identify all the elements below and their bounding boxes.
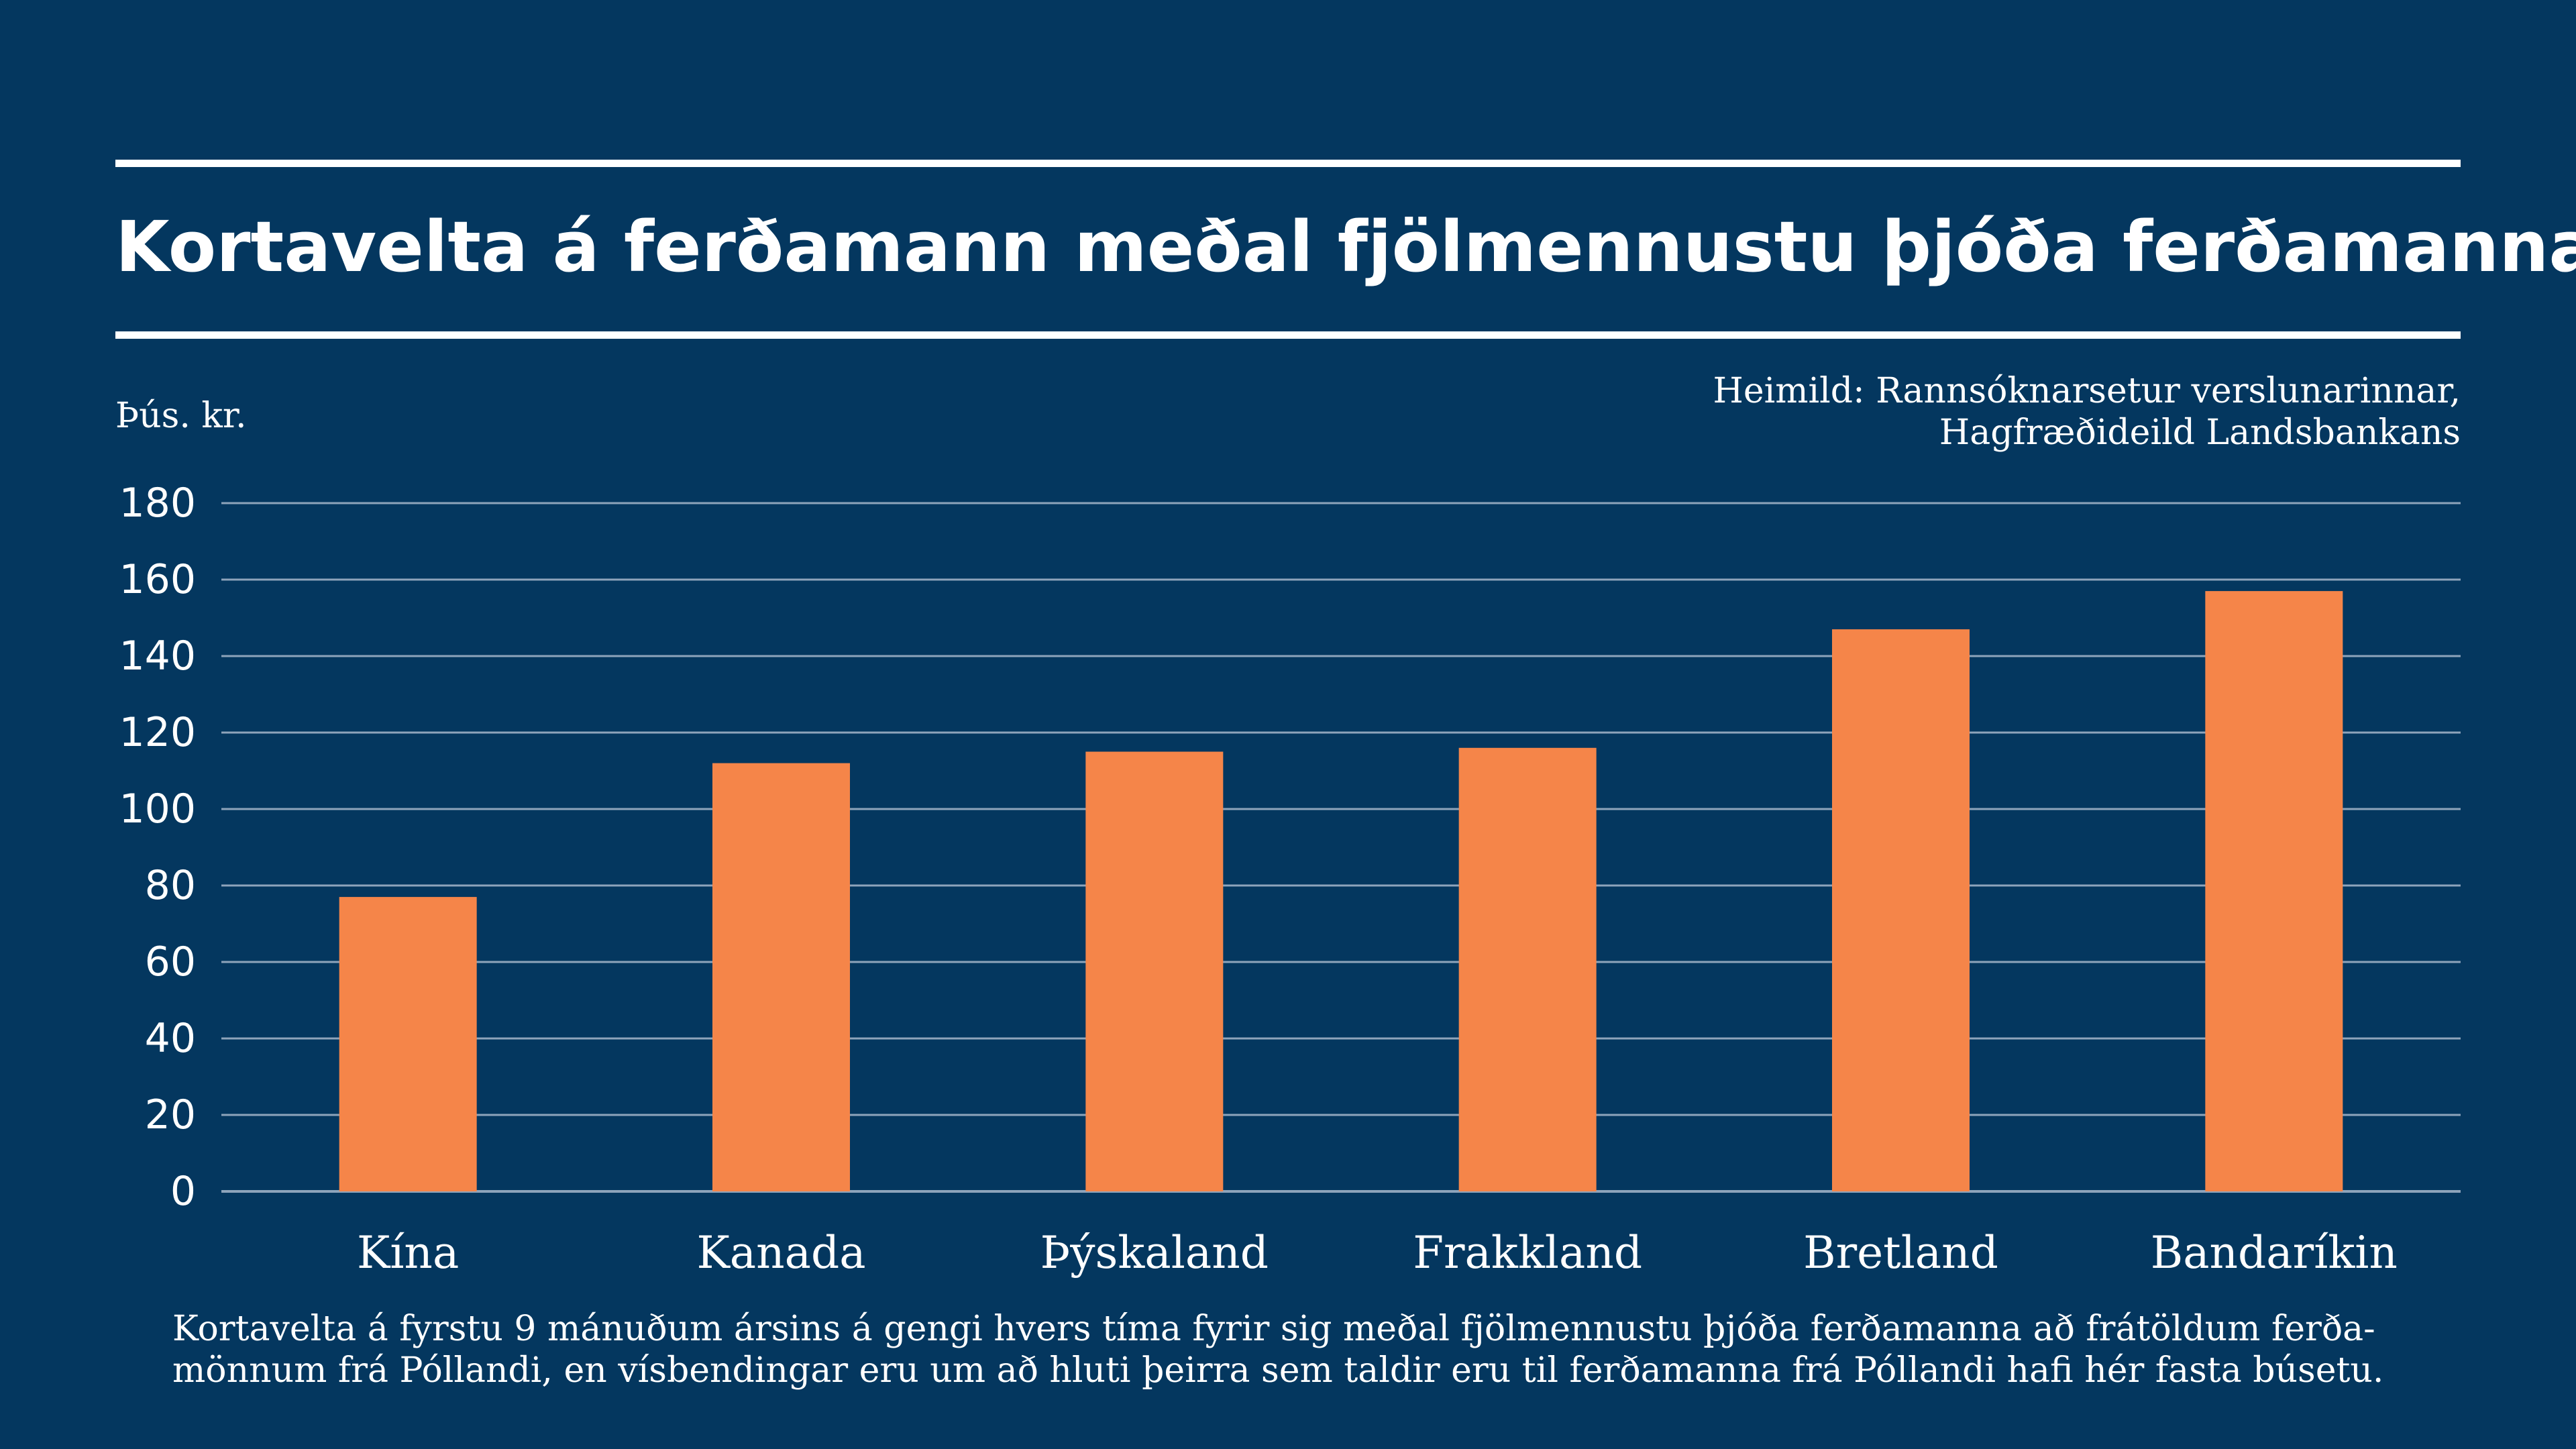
x-axis-ticks: Kína Kanada Þýskaland Frakkland Bretland Band… (357, 1227, 2398, 1279)
x-tick-label: Frakkland (1413, 1227, 1642, 1279)
footnote-line-1: Kortavelta á fyrstu 9 mánuðum ársins á g… (172, 1309, 2375, 1349)
bar-3 (1458, 747, 1597, 1191)
y-tick-label: 180 (119, 480, 196, 527)
bars (339, 591, 2343, 1191)
bar-2 (1085, 751, 1224, 1191)
gridlines (221, 502, 2461, 1193)
source-note: Heimild: Rannsóknarsetur verslunarinnar,… (1713, 370, 2461, 453)
title-divider (115, 331, 2461, 339)
bar-0 (339, 897, 477, 1191)
y-tick-label: 100 (119, 786, 196, 833)
y-tick-label: 20 (145, 1091, 196, 1138)
x-tick-label: Kína (357, 1227, 459, 1279)
bar-5 (2205, 591, 2343, 1191)
chart-title: Kortavelta á ferðamann meðal fjölmennust… (115, 206, 2576, 288)
footnote: Kortavelta á fyrstu 9 mánuðum ársins á g… (172, 1308, 2461, 1391)
source-line-1: Heimild: Rannsóknarsetur verslunarinnar, (1713, 371, 2461, 411)
top-divider (115, 160, 2461, 167)
y-axis-unit-label: Þús. kr. (115, 396, 247, 436)
y-tick-label: 60 (145, 938, 196, 985)
x-tick-label: Bandaríkin (2151, 1227, 2398, 1279)
y-tick-label: 40 (145, 1015, 196, 1062)
y-tick-label: 160 (119, 556, 196, 603)
bar-4 (1832, 629, 1970, 1191)
y-tick-label: 0 (170, 1168, 196, 1215)
footnote-line-2: mönnum frá Póllandi, en vísbendingar eru… (172, 1350, 2384, 1391)
y-tick-label: 140 (119, 633, 196, 680)
bar-1 (712, 763, 850, 1191)
y-axis-ticks: 0 20 40 60 80 100 120 140 160 180 (119, 480, 196, 1215)
x-tick-label: Kanada (696, 1227, 865, 1279)
y-tick-label: 120 (119, 709, 196, 756)
x-tick-label: Bretland (1803, 1227, 1998, 1279)
x-tick-label: Þýskaland (1040, 1227, 1269, 1279)
y-tick-label: 80 (145, 862, 196, 909)
source-line-2: Hagfræðideild Landsbankans (1939, 413, 2461, 453)
